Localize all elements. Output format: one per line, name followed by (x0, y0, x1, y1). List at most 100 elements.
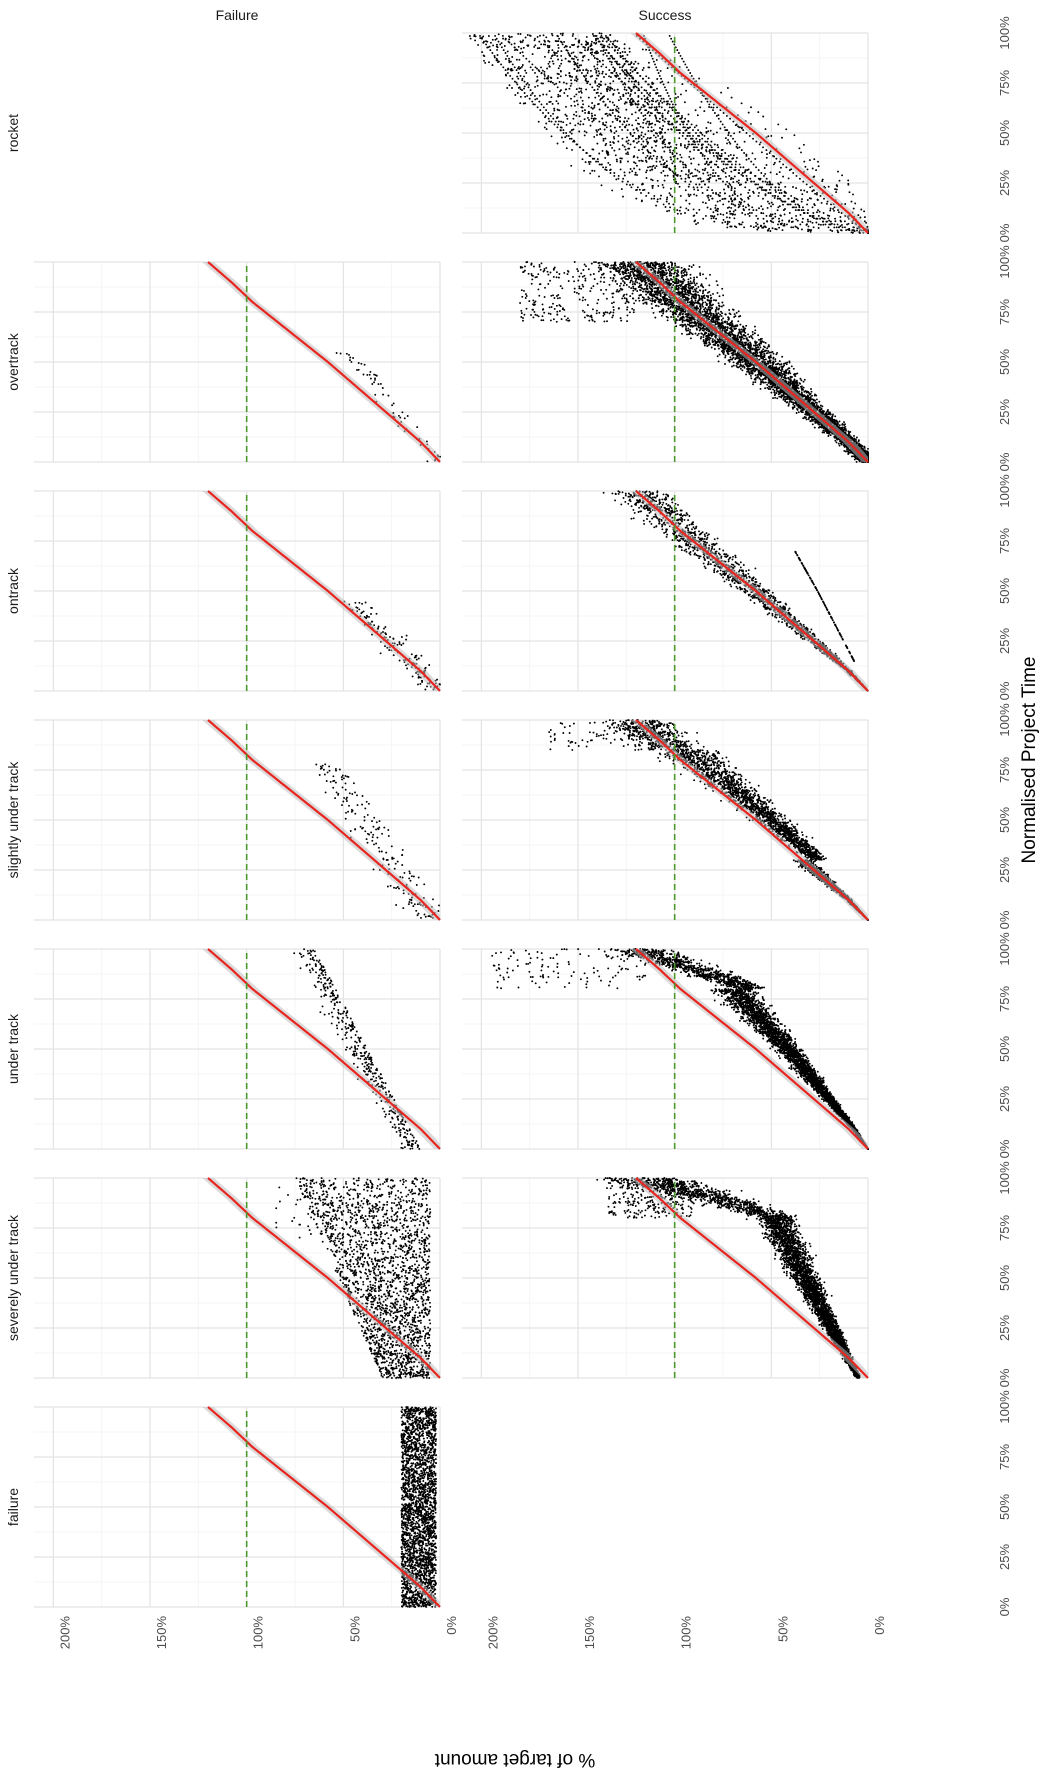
data-point (674, 155, 676, 157)
data-point (535, 66, 537, 68)
data-point (746, 159, 748, 161)
data-point (687, 121, 689, 123)
data-point (627, 72, 629, 74)
data-point (732, 178, 734, 180)
data-point (773, 163, 775, 165)
data-point (720, 178, 722, 180)
data-point (795, 218, 797, 220)
data-point (584, 130, 586, 132)
data-point (792, 206, 794, 208)
data-point (789, 169, 791, 171)
data-point (738, 203, 740, 205)
data-point (604, 157, 606, 159)
data-point (496, 44, 498, 46)
data-point (662, 147, 664, 149)
data-point (606, 41, 608, 43)
data-point (806, 191, 808, 193)
data-point (795, 203, 797, 205)
data-point (837, 231, 839, 233)
data-point (698, 333, 700, 335)
data-point (616, 106, 618, 108)
data-point (697, 170, 699, 172)
data-point (596, 58, 598, 60)
data-point (643, 146, 645, 148)
data-point (537, 36, 539, 38)
data-point (766, 164, 768, 166)
data-point (618, 148, 620, 150)
data-point (642, 104, 644, 106)
data-point (591, 54, 593, 56)
data-point (747, 192, 749, 194)
data-point (767, 182, 769, 184)
data-point (834, 206, 836, 208)
data-point (509, 75, 511, 77)
data-point (498, 33, 500, 35)
data-point (675, 325, 677, 327)
data-point (547, 78, 549, 80)
data-point (599, 61, 601, 63)
data-point (722, 203, 724, 205)
data-point (730, 171, 732, 173)
data-point (629, 72, 631, 74)
data-point (688, 294, 690, 296)
data-point (683, 132, 685, 134)
data-point (659, 127, 661, 129)
data-point (594, 68, 596, 70)
data-point (568, 88, 570, 90)
data-point (613, 58, 615, 60)
data-point (615, 72, 617, 74)
data-point (716, 115, 718, 117)
data-point (619, 63, 621, 65)
data-point (717, 214, 719, 216)
data-point (567, 95, 569, 97)
data-point (596, 143, 598, 145)
data-point (609, 114, 611, 116)
data-point (602, 40, 604, 42)
data-point (713, 299, 715, 301)
data-point (712, 192, 714, 194)
data-point (563, 92, 565, 94)
data-point (573, 44, 575, 46)
data-point (655, 205, 657, 207)
data-point (578, 131, 580, 133)
data-point (699, 141, 701, 143)
data-point (546, 94, 548, 96)
data-point (841, 174, 843, 176)
data-point (694, 146, 696, 148)
data-point (557, 44, 559, 46)
data-point (725, 172, 727, 174)
data-point (593, 261, 595, 263)
data-point (732, 194, 734, 196)
data-point (622, 178, 624, 180)
data-point (518, 72, 520, 74)
data-point (731, 163, 733, 165)
data-point (629, 100, 631, 102)
data-point (655, 145, 657, 147)
data-point (728, 206, 730, 208)
data-point (619, 126, 621, 128)
data-point (653, 195, 655, 197)
data-point (718, 118, 720, 120)
data-point (837, 223, 839, 225)
data-point (724, 126, 726, 128)
data-point (754, 326, 756, 328)
data-point (762, 378, 764, 380)
data-point (656, 158, 658, 160)
data-point (614, 49, 616, 51)
data-point (600, 98, 602, 100)
data-point (684, 118, 686, 120)
data-point (618, 99, 620, 101)
data-point (710, 122, 712, 124)
data-point (700, 152, 702, 154)
data-point (569, 122, 571, 124)
data-point (610, 129, 612, 131)
data-point (635, 162, 637, 164)
data-point (626, 284, 628, 286)
data-point (772, 203, 774, 205)
data-point (631, 170, 633, 172)
data-point (710, 337, 712, 339)
data-point (605, 35, 607, 37)
data-point (551, 135, 553, 137)
data-point (563, 41, 565, 43)
data-point (590, 49, 592, 51)
